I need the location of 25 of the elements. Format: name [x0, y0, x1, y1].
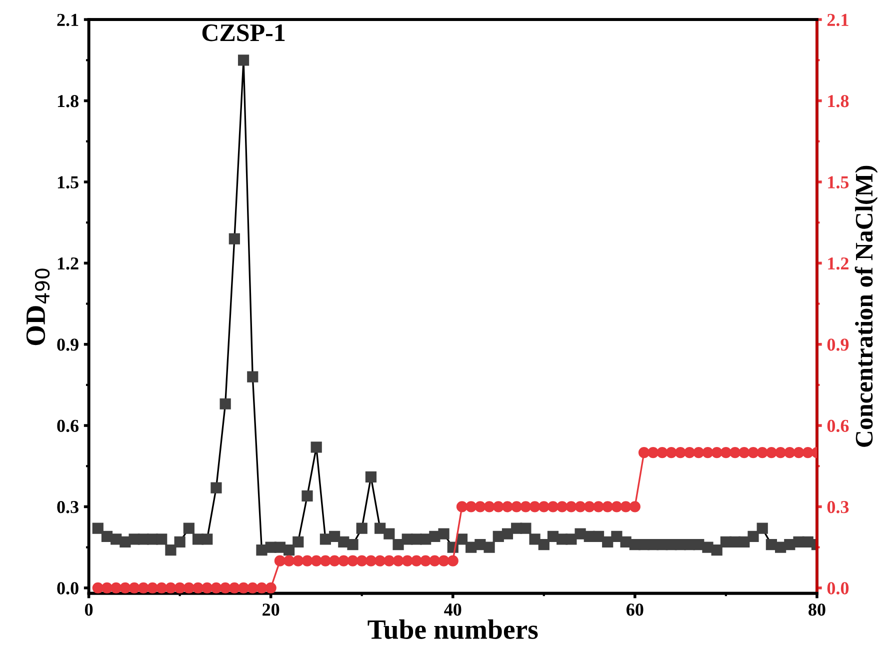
y2-tick-label: 1.8: [828, 95, 849, 108]
y2-tick-label: 1.5: [828, 176, 849, 188]
y-tick-label: 1.8: [58, 95, 78, 108]
y-tick-label: 2.1: [57, 14, 78, 26]
y-tick-label: 0.6: [57, 420, 79, 432]
x-tick-label: 60: [626, 604, 644, 616]
x-tick-label: 20: [262, 604, 280, 616]
y2-tick-label: 0.0: [827, 582, 849, 594]
annotation: CZSP-1: [202, 24, 285, 42]
y2-tick-label: 0.3: [827, 500, 849, 514]
y-tick-label: 1.2: [58, 257, 78, 270]
y2-tick-label: 1.2: [828, 257, 848, 270]
y2-tick-label: 0.9: [827, 338, 849, 351]
y2-tick-label: 2.1: [827, 14, 848, 26]
y2-tick-label: 0.6: [827, 420, 849, 432]
x-tick-label: 80: [808, 604, 826, 616]
x-axis-title: Tube numbers: [368, 619, 538, 640]
y-tick-label: 1.5: [58, 176, 78, 188]
y-tick-label: 0.3: [57, 500, 78, 514]
y2-axis-title: Concentration of NaCl(M): [854, 166, 878, 447]
y-axis-title: OD$_{490}$: [26, 268, 50, 346]
y-tick-label: 0.9: [57, 338, 78, 351]
x-tick-label: 0: [84, 604, 93, 616]
x-tick-label: 40: [444, 604, 462, 616]
y-tick-label: 0.0: [57, 582, 78, 594]
